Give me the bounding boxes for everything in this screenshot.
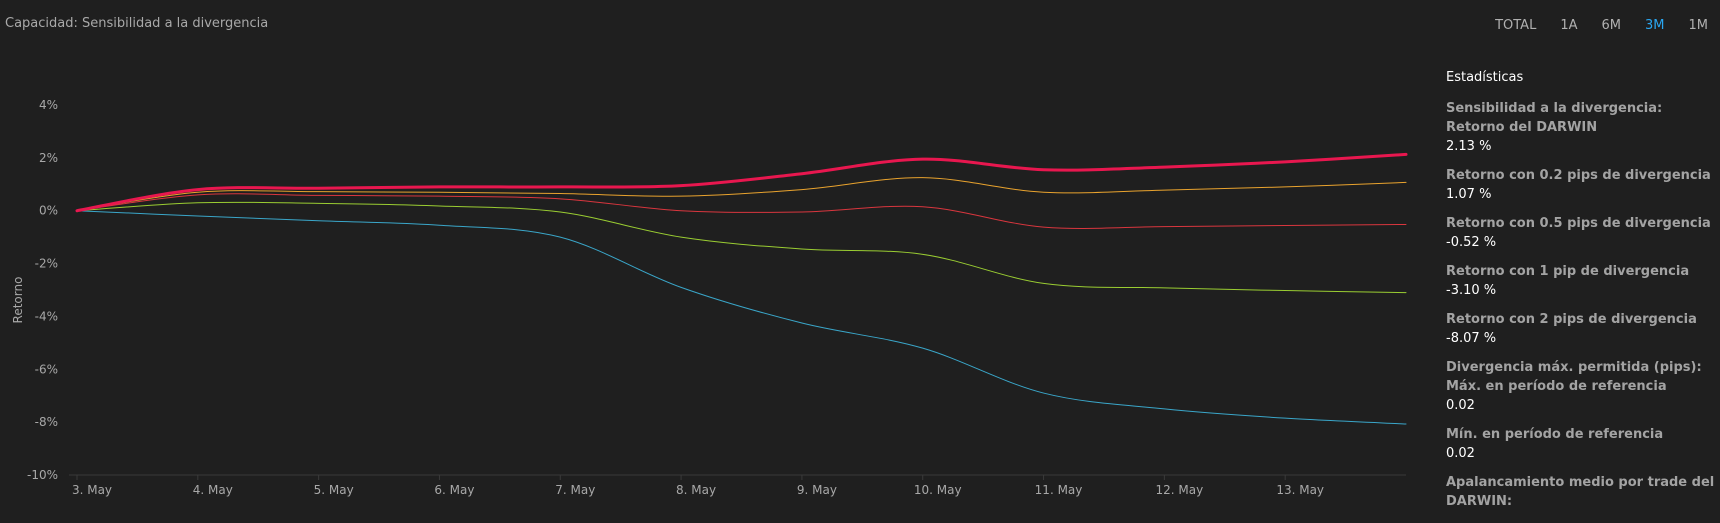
stat-value: 0.02 — [1446, 398, 1475, 413]
x-tick-label: 7. May — [555, 483, 595, 497]
range-tabs: TOTAL 1A 6M 3M 1M — [1483, 18, 1720, 33]
stat-value: -0.52 % — [1446, 235, 1497, 250]
stat-item: Retorno con 0.5 pips de divergencia -0.5… — [1446, 214, 1716, 252]
y-tick-label: -4% — [35, 309, 58, 323]
x-tick-label: 13. May — [1276, 483, 1324, 497]
y-tick-label: -8% — [35, 415, 58, 429]
stat-value: 0.02 — [1446, 446, 1475, 461]
stat-label: Retorno con 1 pip de divergencia — [1446, 264, 1690, 279]
stat-item: Retorno con 2 pips de divergencia -8.07 … — [1446, 310, 1716, 348]
chart-title: Capacidad: Sensibilidad a la divergencia — [5, 16, 269, 31]
y-axis-label: Retorno — [11, 277, 25, 324]
y-tick-label: -2% — [35, 257, 58, 271]
range-tab-3m[interactable]: 3M — [1645, 18, 1665, 33]
y-tick-label: -6% — [35, 362, 58, 376]
stat-item: Apalancamiento medio por trade del DARWI… — [1446, 473, 1716, 511]
stat-item: Mín. en período de referencia 0.02 — [1446, 425, 1716, 463]
x-tick-label: 5. May — [314, 483, 354, 497]
series-line-4 — [76, 201, 1407, 294]
stat-label: Retorno con 0.5 pips de divergencia — [1446, 216, 1711, 231]
line-chart: 4% 2% 0% -2% -4% -6% -8% -10% 3. May 4. May 5. May… — [11, 98, 1408, 497]
x-tick-label: 11. May — [1035, 483, 1083, 497]
stat-label: Apalancamiento medio por trade del DARWI… — [1446, 475, 1715, 509]
series-line-5 — [76, 210, 1407, 425]
stat-item: Divergencia máx. permitida (pips): Máx. … — [1446, 358, 1716, 415]
x-tick-label: 4. May — [193, 483, 233, 497]
x-tick-label: 3. May — [72, 483, 112, 497]
stat-value: 1.07 % — [1446, 187, 1492, 202]
stat-label: Sensibilidad a la divergencia: Retorno d… — [1446, 101, 1663, 135]
range-tab-total[interactable]: TOTAL — [1495, 18, 1537, 33]
stats-heading: Estadísticas — [1446, 70, 1524, 85]
y-tick-label: -10% — [27, 468, 58, 482]
range-tab-1a[interactable]: 1A — [1560, 18, 1578, 33]
series-line-3 — [76, 193, 1407, 229]
stat-value: 2.13 % — [1446, 139, 1492, 154]
x-tick-label: 9. May — [797, 483, 837, 497]
stat-item: Retorno con 1 pip de divergencia -3.10 % — [1446, 262, 1716, 300]
series-line-1 — [75, 152, 1408, 213]
y-tick-label: 4% — [39, 98, 58, 112]
stat-label: Mín. en período de referencia — [1446, 427, 1664, 442]
y-tick-label: 0% — [39, 204, 58, 218]
range-tab-6m[interactable]: 6M — [1601, 18, 1622, 33]
stat-label: Retorno con 2 pips de divergencia — [1446, 312, 1697, 327]
x-tick-label: 6. May — [434, 483, 474, 497]
range-tab-1m[interactable]: 1M — [1688, 18, 1709, 33]
stat-label: Divergencia máx. permitida (pips): Máx. … — [1446, 360, 1702, 394]
y-tick-label: 2% — [39, 151, 58, 165]
series-line-2 — [76, 177, 1407, 212]
stat-label: Retorno con 0.2 pips de divergencia — [1446, 168, 1711, 183]
x-tick-label: 10. May — [914, 483, 962, 497]
stat-value: -8.07 % — [1446, 331, 1497, 346]
x-tick-label: 12. May — [1156, 483, 1204, 497]
stats-panel: Estadísticas Sensibilidad a la divergenc… — [1446, 68, 1716, 521]
stat-item: Sensibilidad a la divergencia: Retorno d… — [1446, 99, 1716, 156]
stat-value: -3.10 % — [1446, 283, 1497, 298]
x-tick-label: 8. May — [676, 483, 716, 497]
stat-item: Retorno con 0.2 pips de divergencia 1.07… — [1446, 166, 1716, 204]
